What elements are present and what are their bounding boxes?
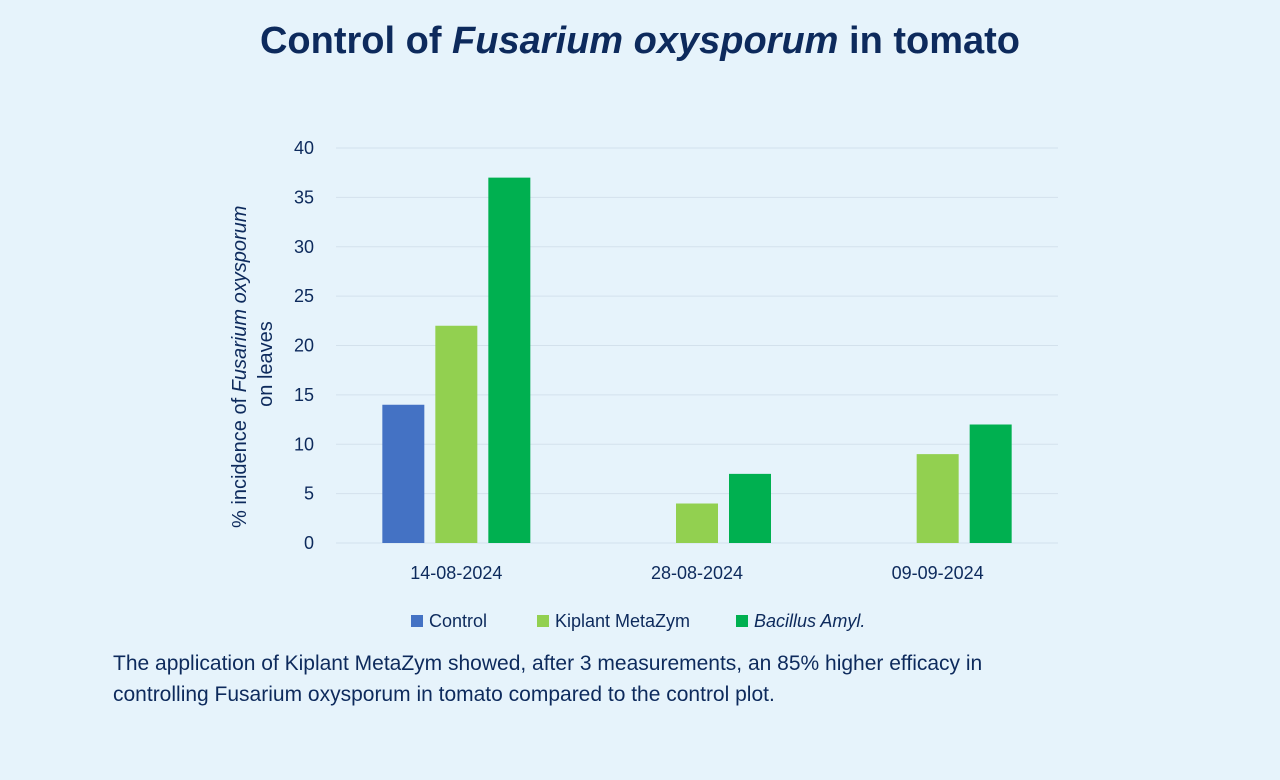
y-axis-title-prefix: % incidence of: [229, 392, 251, 528]
bars: [382, 177, 1012, 543]
bar-control: [382, 404, 425, 543]
y-tick-label: 15: [294, 385, 314, 405]
caption-line-2: controlling Fusarium oxysporum in tomato…: [113, 683, 775, 706]
legend-label: Control: [429, 611, 487, 631]
y-axis-ticks: 0 5 10 15 20 25 30 35 40: [294, 138, 314, 553]
legend-label: Kiplant MetaZym: [555, 611, 690, 631]
bar-kiplant-metazym: [676, 503, 718, 543]
chart-title-prefix: Control of: [259, 20, 453, 62]
legend-swatch: [411, 615, 423, 627]
legend-swatch: [537, 615, 549, 627]
y-axis-title-italic: Fusarium oxysporum: [229, 206, 251, 393]
y-tick-label: 30: [294, 237, 314, 257]
y-axis-title-line1: % incidence of Fusarium oxysporum: [229, 206, 251, 528]
chart-title-italic: Fusarium oxysporum: [452, 20, 839, 62]
y-tick-label: 40: [294, 138, 314, 158]
bar-bacillus-amyl: [969, 424, 1012, 543]
y-axis-title-line2: on leaves: [255, 321, 277, 407]
legend: Control Kiplant MetaZym Bacillus Amyl.: [411, 611, 865, 631]
x-tick-label: 09-09-2024: [892, 563, 984, 583]
bar-bacillus-amyl: [488, 177, 531, 543]
bar-kiplant-metazym: [916, 454, 959, 543]
chart-title-suffix: in tomato: [838, 20, 1021, 62]
y-tick-label: 10: [294, 434, 314, 454]
y-tick-label: 0: [304, 533, 314, 553]
x-tick-label: 14-08-2024: [410, 563, 502, 583]
caption: The application of Kiplant MetaZym showe…: [113, 648, 1173, 710]
caption-line-1: The application of Kiplant MetaZym showe…: [113, 652, 983, 675]
bar-bacillus-amyl: [729, 473, 771, 543]
y-tick-label: 25: [294, 286, 314, 306]
y-tick-label: 5: [304, 484, 314, 504]
x-tick-label: 28-08-2024: [651, 563, 743, 583]
bar-kiplant-metazym: [435, 325, 478, 543]
y-axis-title: % incidence of Fusarium oxysporum on lea…: [229, 200, 277, 528]
bar-chart: 0 5 10 15 20 25 30 35 40 14-08-2024 28-08-2024 09-…: [229, 138, 1058, 631]
x-axis-ticks: 14-08-2024 28-08-2024 09-09-2024: [410, 563, 983, 583]
legend-swatch: [736, 615, 748, 627]
y-tick-label: 35: [294, 187, 314, 207]
legend-label: Bacillus Amyl.: [754, 611, 865, 631]
chart-title: Control of Fusarium oxysporum in tomato: [0, 20, 1280, 63]
y-tick-label: 20: [294, 336, 314, 356]
